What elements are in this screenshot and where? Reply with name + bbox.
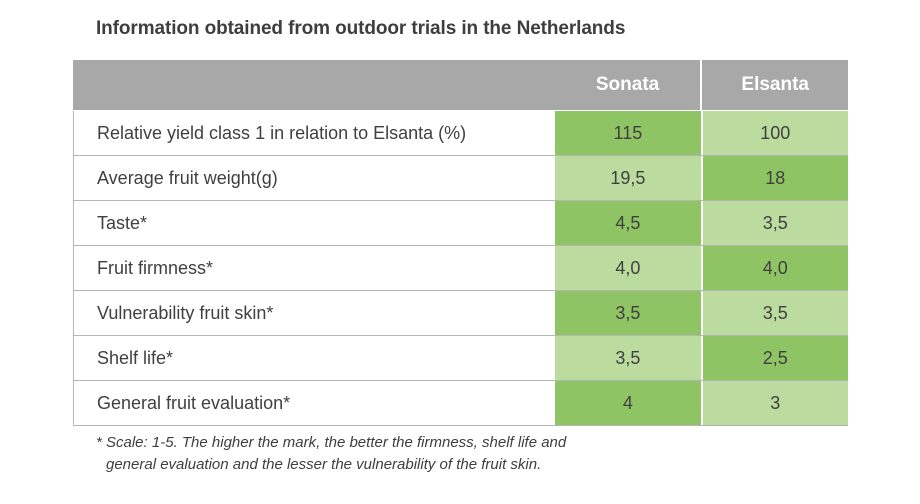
table-row: General fruit evaluation* 4 3	[73, 381, 848, 426]
column-header-sonata: Sonata	[595, 74, 660, 95]
column-separator	[700, 381, 703, 425]
elsanta-value: 3,5	[702, 201, 848, 245]
column-separator	[700, 111, 703, 155]
table-header-row: Sonata Elsanta	[73, 60, 848, 111]
header-empty-cell	[73, 60, 555, 110]
row-label: Fruit firmness*	[73, 246, 555, 290]
column-separator	[700, 156, 703, 200]
row-label: Average fruit weight(g)	[73, 156, 555, 200]
table-row: Relative yield class 1 in relation to El…	[73, 111, 848, 156]
row-label: Taste*	[73, 201, 555, 245]
sonata-value: 115	[555, 111, 701, 155]
elsanta-value: 3,5	[702, 291, 848, 335]
row-label: Relative yield class 1 in relation to El…	[73, 111, 555, 155]
comparison-table: Sonata Elsanta Relative yield class 1 in…	[73, 60, 848, 426]
elsanta-value: 2,5	[702, 336, 848, 380]
column-header-elsanta: Elsanta	[741, 74, 809, 95]
sonata-value: 4,0	[555, 246, 701, 290]
elsanta-value: 18	[702, 156, 848, 200]
elsanta-value: 4,0	[702, 246, 848, 290]
footnote-line-2: general evaluation and the lesser the vu…	[106, 456, 542, 473]
column-separator	[700, 336, 703, 380]
table-row: Vulnerability fruit skin* 3,5 3,5	[73, 291, 848, 336]
sonata-value: 4	[555, 381, 701, 425]
footnote: * Scale: 1-5. The higher the mark, the b…	[96, 432, 566, 476]
table-row: Shelf life* 3,5 2,5	[73, 336, 848, 381]
row-label: General fruit evaluation*	[73, 381, 555, 425]
column-separator	[700, 291, 703, 335]
elsanta-value: 3	[702, 381, 848, 425]
sonata-value: 3,5	[555, 291, 701, 335]
column-separator	[700, 246, 703, 290]
table-row: Taste* 4,5 3,5	[73, 201, 848, 246]
sonata-value: 4,5	[555, 201, 701, 245]
row-label: Vulnerability fruit skin*	[73, 291, 555, 335]
table-title: Information obtained from outdoor trials…	[96, 18, 626, 39]
column-separator	[700, 201, 703, 245]
sonata-value: 19,5	[555, 156, 701, 200]
column-separator	[700, 60, 703, 110]
row-label: Shelf life*	[73, 336, 555, 380]
sonata-value: 3,5	[555, 336, 701, 380]
elsanta-value: 100	[702, 111, 848, 155]
table-row: Fruit firmness* 4,0 4,0	[73, 246, 848, 291]
footnote-line-1: * Scale: 1-5. The higher the mark, the b…	[96, 434, 567, 451]
table-row: Average fruit weight(g) 19,5 18	[73, 156, 848, 201]
